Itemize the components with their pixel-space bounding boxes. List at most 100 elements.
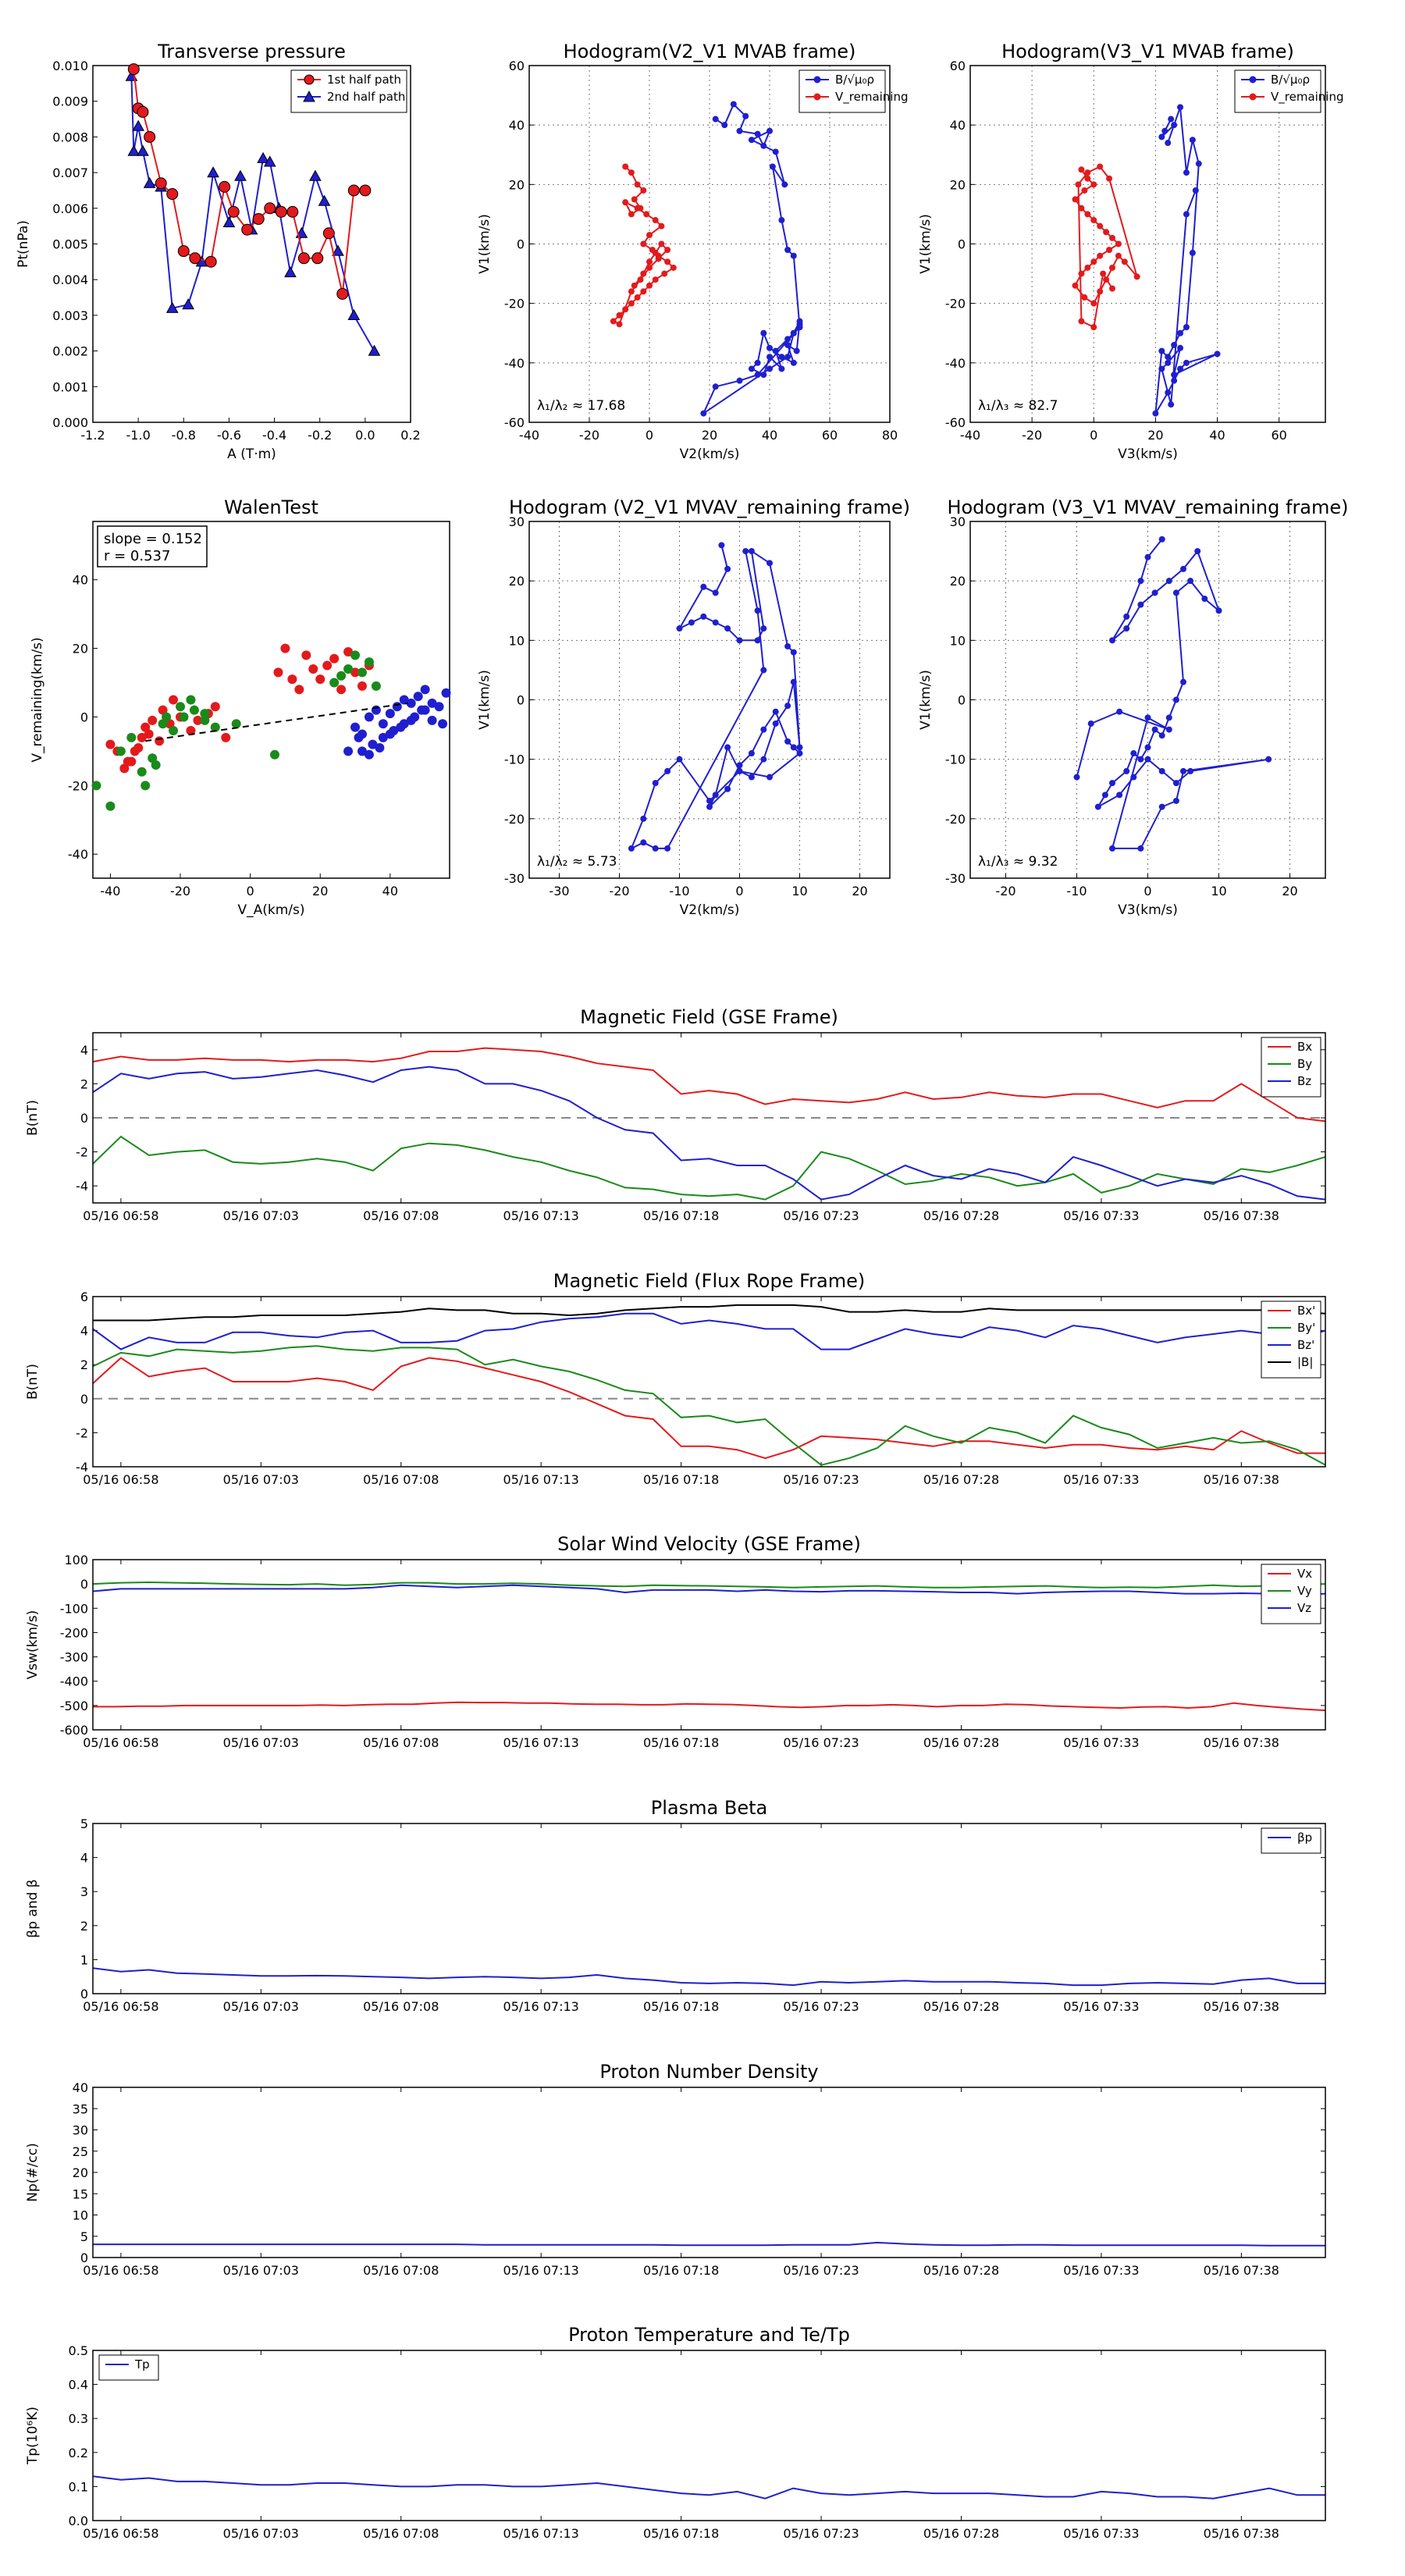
plot-title: Proton Temperature and Te/Tp (568, 2324, 850, 2346)
series-marker-v (628, 288, 635, 295)
scatter-point-red (350, 667, 361, 678)
series-marker-hodogram (772, 708, 779, 715)
series-marker-v (628, 169, 635, 176)
series-marker-b (767, 365, 773, 372)
y-axis-label: V_remaining(km/s) (30, 637, 45, 762)
scatter-point-blue (378, 719, 388, 729)
series-marker-hodogram (628, 845, 635, 852)
plot-title: Transverse pressure (157, 41, 346, 62)
y-tick-label: 20 (509, 177, 525, 192)
scatter-point-green (176, 702, 186, 712)
series-marker-hodogram (748, 548, 755, 555)
scatter-point-green (269, 749, 279, 760)
plot-title: Plasma Beta (651, 1797, 767, 1819)
x-tick-label: 80 (882, 428, 898, 443)
series-marker-b (1158, 365, 1165, 372)
series-marker-v (1090, 181, 1097, 188)
series-marker-hodogram (748, 750, 755, 757)
scatter-point-green (343, 664, 354, 674)
series-marker-v (1090, 324, 1097, 331)
series-marker-hodogram (1094, 803, 1101, 810)
x-tick-label: 0.2 (400, 428, 420, 443)
timeseries-panel-2: -4 -2 0 2 4 6 05/16 06:58 05/16 07:03 05/16 07:0… (25, 1270, 1326, 1487)
scatter-point-green (200, 709, 210, 719)
legend-marker (1249, 76, 1257, 84)
y-tick-label: -500 (60, 1699, 88, 1713)
hodogram-v3-v1-mvab-plot: -40 -20 0 20 40 60-60-40-200204060Hodogram(V3… (918, 41, 1344, 462)
x-tick-label: 05/16 07:23 (783, 1472, 859, 1487)
series-marker-hodogram (760, 667, 767, 674)
series-marker-b (1165, 359, 1172, 366)
legend-label: Tp (134, 2357, 150, 2371)
scatter-point-green (179, 712, 189, 722)
y-tick-label: 30 (950, 514, 966, 529)
correlation-stat: r = 0.537 (104, 548, 170, 564)
y-tick-label: -4 (76, 1179, 88, 1194)
y-axis-label: Tp(10⁶K) (25, 2407, 41, 2465)
series-marker-v (1078, 166, 1085, 173)
legend-label: Vx (1297, 1567, 1312, 1581)
series-marker-hodogram (754, 607, 761, 614)
scatter-point-green (169, 726, 179, 736)
x-tick-label: 20 (852, 884, 867, 898)
series-marker-hodogram (736, 767, 743, 774)
y-tick-label: 0 (80, 710, 88, 724)
plot-frame (528, 65, 891, 423)
series-marker-b (784, 341, 791, 348)
series-marker-hodogram (1137, 845, 1144, 852)
plot-title: Magnetic Field (GSE Frame) (580, 1006, 838, 1028)
y-tick-label: 0.009 (52, 94, 88, 109)
scatter-point-blue (368, 739, 378, 749)
x-tick-label: -1.2 (80, 428, 105, 443)
plot-frame (92, 1296, 1326, 1468)
y-tick-label: 20 (509, 574, 525, 589)
scatter-point-red (294, 685, 304, 695)
series-marker-v (1115, 252, 1122, 259)
series-line-Np (93, 2241, 1325, 2247)
scatter-point-green (364, 657, 374, 667)
series-marker-hodogram (724, 625, 731, 632)
series-marker-v (1090, 300, 1097, 307)
x-tick-label: 05/16 07:18 (643, 1735, 719, 1750)
series-marker-hodogram (724, 744, 731, 751)
series-marker-v (634, 205, 641, 212)
series-marker-b (778, 354, 785, 361)
x-tick-label: 05/16 06:58 (83, 2526, 158, 2541)
series-marker-v (1121, 258, 1128, 265)
eigenvalue-ratio-annotation: λ₁/λ₂ ≈ 17.68 (537, 398, 625, 414)
x-tick-label: -30 (549, 884, 569, 898)
series-marker-hodogram (796, 744, 803, 751)
legend-box (1261, 1827, 1321, 1854)
y-tick-label: 0.005 (52, 237, 88, 252)
series-marker-v (640, 270, 647, 277)
series-marker-v (622, 306, 629, 313)
y-tick-label: -2 (76, 1145, 88, 1160)
series-marker-b (1183, 324, 1190, 331)
series-marker-b (1161, 127, 1168, 134)
plot-title: Solar Wind Velocity (GSE Frame) (557, 1533, 861, 1555)
y-axis-label: B(nT) (25, 1100, 41, 1136)
y-tick-label: 0 (958, 237, 966, 252)
plot-frame (92, 1032, 1326, 1204)
x-tick-label: 20 (702, 428, 717, 443)
series-line-B (93, 1304, 1326, 1322)
series-marker-b (730, 101, 737, 108)
series-line-2nd-half (130, 76, 375, 352)
scatter-point-green (189, 705, 199, 715)
series-marker-hodogram (772, 720, 779, 727)
series-marker-v (1100, 270, 1107, 277)
series-marker-1st-half (155, 177, 167, 190)
series-marker-v (1106, 175, 1113, 182)
series-marker-hodogram (1144, 744, 1151, 751)
series-marker-v (634, 294, 641, 301)
series-marker-b (784, 354, 791, 361)
y-tick-label: 60 (950, 59, 966, 73)
y-tick-label: 35 (73, 2101, 88, 2116)
x-tick-label: 05/16 07:03 (223, 2526, 299, 2541)
x-tick-label: 20 (1147, 428, 1163, 443)
series-marker-2nd-half (309, 169, 322, 181)
series-marker-v (1097, 288, 1104, 295)
y-tick-label: 1 (80, 1952, 88, 1967)
scatter-point-green (151, 760, 161, 770)
